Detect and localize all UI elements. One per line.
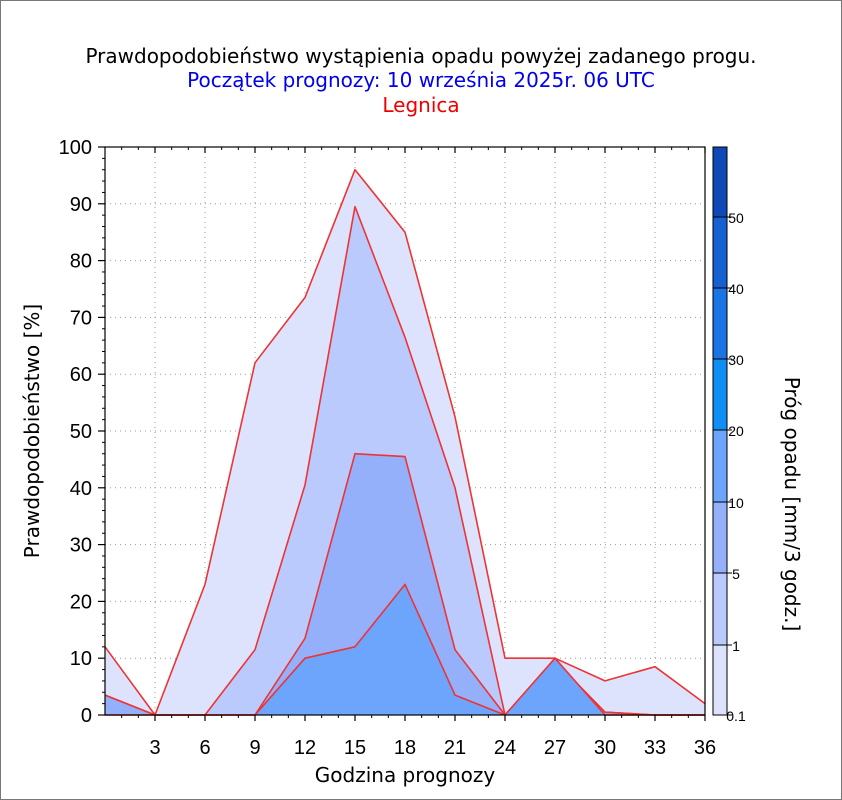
x-tick-label: 3 bbox=[149, 737, 160, 759]
chart-title: Prawdopodobieństwo wystąpienia opadu pow… bbox=[85, 44, 757, 68]
colorbar-tick-label: 40 bbox=[728, 281, 744, 297]
x-tick-label: 6 bbox=[199, 737, 210, 759]
x-tick-label: 12 bbox=[294, 737, 316, 759]
colorbar-tick-label: 10 bbox=[728, 495, 744, 511]
y-tick-label: 30 bbox=[70, 535, 92, 557]
y-tick-label: 10 bbox=[70, 648, 92, 670]
x-tick-label: 30 bbox=[594, 737, 616, 759]
x-tick-label: 9 bbox=[249, 737, 260, 759]
x-tick-label: 15 bbox=[344, 737, 366, 759]
x-tick-label: 21 bbox=[444, 737, 466, 759]
colorbar-tick-label: 20 bbox=[728, 423, 744, 439]
colorbar-band bbox=[713, 288, 727, 359]
colorbar-title: Próg opadu [mm/3 godz.] bbox=[780, 377, 804, 632]
y-tick-label: 80 bbox=[70, 251, 92, 273]
y-tick-label: 0 bbox=[81, 705, 92, 727]
colorbar-tick-label: 50 bbox=[728, 210, 744, 226]
forecast-start-subtitle: Początek prognozy: 10 września 2025r. 06… bbox=[187, 68, 655, 92]
x-tick-label: 18 bbox=[394, 737, 416, 759]
x-tick-label: 27 bbox=[544, 737, 566, 759]
probability-line-threshold-0_1 bbox=[104, 168, 706, 716]
y-tick-label: 90 bbox=[70, 194, 92, 216]
colorbar-band bbox=[713, 645, 727, 715]
x-tick-label: 24 bbox=[494, 737, 516, 759]
colorbar-tick-label: 1 bbox=[732, 638, 740, 654]
location-label: Legnica bbox=[382, 93, 460, 117]
y-tick-label: 60 bbox=[70, 364, 92, 386]
colorbar-tick-label: 0.1 bbox=[726, 708, 746, 724]
y-tick-label: 20 bbox=[70, 591, 92, 613]
probability-area-threshold-10 bbox=[105, 584, 705, 715]
x-tick-label: 36 bbox=[694, 737, 716, 759]
y-tick-label: 100 bbox=[59, 137, 92, 159]
colorbar-tick-label: 30 bbox=[728, 352, 744, 368]
x-tick-label: 33 bbox=[644, 737, 666, 759]
threshold-colorbar: 0.1 1 5 10 20 30 40 50 bbox=[712, 146, 746, 724]
y-tick-label: 70 bbox=[70, 307, 92, 329]
colorbar-band bbox=[713, 430, 727, 502]
y-tick-label: 50 bbox=[70, 421, 92, 443]
y-axis-title: Prawdopodobieństwo [%] bbox=[20, 304, 44, 558]
y-tick-label: 40 bbox=[70, 478, 92, 500]
colorbar-band bbox=[713, 359, 727, 430]
colorbar-band bbox=[713, 502, 727, 573]
colorbar-tick-label: 5 bbox=[732, 566, 740, 582]
colorbar-band bbox=[713, 147, 727, 217]
x-axis-title: Godzina prognozy bbox=[315, 763, 496, 787]
colorbar-band bbox=[713, 217, 727, 288]
colorbar-band bbox=[713, 573, 727, 645]
